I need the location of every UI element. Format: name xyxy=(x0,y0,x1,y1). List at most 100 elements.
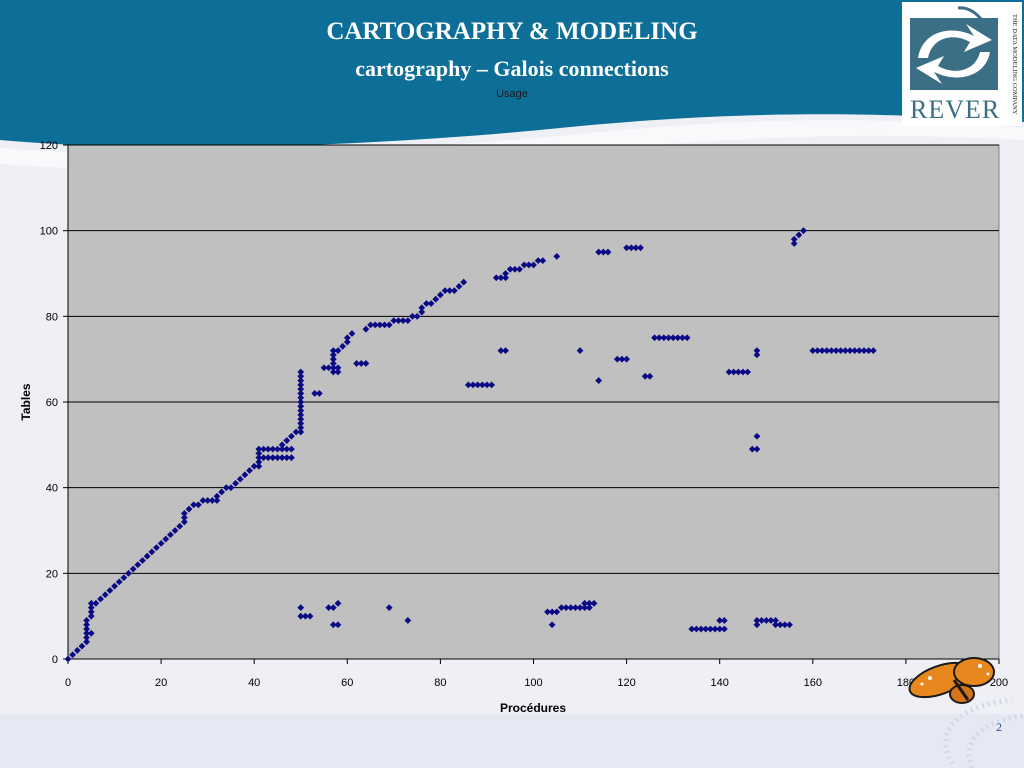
data-point xyxy=(297,402,305,410)
data-point xyxy=(828,347,835,354)
data-point xyxy=(297,415,305,423)
data-point xyxy=(83,634,91,641)
data-point xyxy=(194,501,202,509)
data-point xyxy=(576,604,584,611)
data-point xyxy=(297,377,305,384)
data-point xyxy=(73,647,81,654)
data-point xyxy=(162,535,170,543)
data-point xyxy=(632,244,640,252)
data-point xyxy=(683,334,691,342)
data-point xyxy=(297,381,305,389)
data-point xyxy=(558,604,565,611)
data-point xyxy=(688,625,696,633)
data-point xyxy=(325,604,333,611)
data-point xyxy=(618,355,626,363)
data-point xyxy=(269,454,277,462)
x-tick-label: 100 xyxy=(524,677,542,689)
data-point xyxy=(548,608,556,616)
data-point xyxy=(153,544,160,552)
data-point xyxy=(418,304,426,312)
data-point xyxy=(329,347,337,354)
data-point xyxy=(97,595,104,603)
data-point xyxy=(674,334,682,342)
butterfly-icon xyxy=(908,657,995,704)
data-point xyxy=(665,334,672,342)
data-point xyxy=(297,398,305,406)
data-point xyxy=(478,381,486,389)
data-point xyxy=(320,364,328,372)
data-point xyxy=(78,642,86,650)
data-point xyxy=(790,235,798,243)
data-point xyxy=(106,587,114,594)
data-point xyxy=(385,604,393,611)
data-point xyxy=(832,347,840,354)
data-point xyxy=(292,428,300,436)
data-point xyxy=(399,317,407,325)
data-point xyxy=(753,347,761,354)
data-point xyxy=(101,591,109,599)
data-point xyxy=(69,651,77,659)
data-point xyxy=(818,347,826,354)
data-point xyxy=(236,475,244,483)
logo-wordmark: REVER xyxy=(910,95,1001,124)
data-point xyxy=(218,488,226,496)
data-point xyxy=(413,312,421,320)
data-point xyxy=(283,437,291,444)
data-point xyxy=(83,621,91,629)
data-point xyxy=(753,445,761,453)
data-point xyxy=(139,557,146,564)
data-point xyxy=(720,625,728,633)
data-point xyxy=(390,317,398,325)
data-point xyxy=(199,497,207,504)
data-point xyxy=(325,364,333,372)
data-point xyxy=(809,347,817,354)
data-point xyxy=(599,248,607,256)
data-point xyxy=(427,300,435,307)
x-tick-label: 200 xyxy=(990,677,1008,689)
data-point xyxy=(502,270,509,277)
data-point xyxy=(264,454,272,462)
chart-title: Usage xyxy=(496,88,528,100)
data-point xyxy=(115,578,123,586)
data-point xyxy=(623,355,630,363)
data-point xyxy=(83,629,91,637)
data-point xyxy=(278,441,286,449)
data-point xyxy=(353,360,361,367)
x-tick-label: 160 xyxy=(804,677,822,689)
data-point xyxy=(157,539,165,547)
data-point xyxy=(329,355,337,363)
data-point xyxy=(297,411,305,419)
data-point xyxy=(432,295,440,303)
y-axis-label: Tables xyxy=(19,383,33,420)
data-point xyxy=(83,617,91,624)
data-point xyxy=(595,248,603,256)
y-tick-label: 60 xyxy=(46,397,58,409)
data-point xyxy=(646,372,654,380)
data-point xyxy=(697,625,705,633)
data-point xyxy=(846,347,854,354)
data-point xyxy=(311,390,319,397)
x-tick-label: 40 xyxy=(248,677,260,689)
data-point xyxy=(334,364,342,372)
data-point xyxy=(297,372,305,380)
slide-title: CARTOGRAPHY & MODELING xyxy=(326,18,698,45)
x-axis-label: Procédures xyxy=(500,701,566,715)
data-point xyxy=(553,252,561,260)
x-tick-label: 80 xyxy=(434,677,446,689)
data-point xyxy=(753,432,761,440)
y-tick-label: 20 xyxy=(46,568,58,580)
data-point xyxy=(567,604,575,611)
data-point xyxy=(87,604,95,611)
data-point xyxy=(772,617,779,624)
data-point xyxy=(339,342,347,350)
data-point xyxy=(255,462,263,470)
data-point xyxy=(288,432,295,440)
data-point xyxy=(516,265,523,273)
data-point xyxy=(343,338,351,346)
x-tick-label: 60 xyxy=(341,677,353,689)
data-point xyxy=(762,617,770,624)
data-point xyxy=(213,492,221,500)
data-point xyxy=(246,467,253,474)
data-point xyxy=(539,257,547,265)
data-point xyxy=(814,347,821,354)
